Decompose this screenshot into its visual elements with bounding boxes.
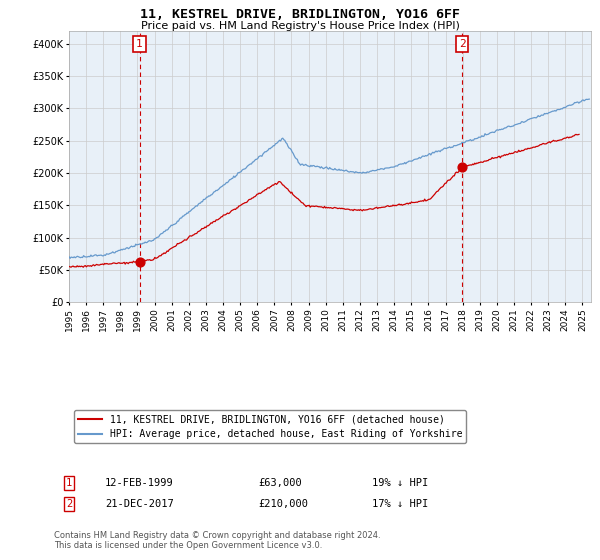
Text: 2: 2 bbox=[66, 499, 72, 509]
Title: 11, KESTREL DRIVE, BRIDLINGTON, YO16 6FF
Price paid vs. HM Land Registry's House: 11, KESTREL DRIVE, BRIDLINGTON, YO16 6FF… bbox=[0, 559, 1, 560]
Point bbox=[457, 162, 467, 171]
Text: 11, KESTREL DRIVE, BRIDLINGTON, YO16 6FF: 11, KESTREL DRIVE, BRIDLINGTON, YO16 6FF bbox=[140, 8, 460, 21]
Text: £210,000: £210,000 bbox=[258, 499, 308, 509]
Point bbox=[135, 257, 145, 266]
Text: 19% ↓ HPI: 19% ↓ HPI bbox=[372, 478, 428, 488]
Text: 17% ↓ HPI: 17% ↓ HPI bbox=[372, 499, 428, 509]
Text: 2: 2 bbox=[459, 39, 466, 49]
Text: £63,000: £63,000 bbox=[258, 478, 302, 488]
Text: 1: 1 bbox=[66, 478, 72, 488]
Text: 21-DEC-2017: 21-DEC-2017 bbox=[105, 499, 174, 509]
Text: Contains HM Land Registry data © Crown copyright and database right 2024.
This d: Contains HM Land Registry data © Crown c… bbox=[54, 530, 380, 550]
Legend: 11, KESTREL DRIVE, BRIDLINGTON, YO16 6FF (detached house), HPI: Average price, d: 11, KESTREL DRIVE, BRIDLINGTON, YO16 6FF… bbox=[74, 410, 466, 443]
Text: Price paid vs. HM Land Registry's House Price Index (HPI): Price paid vs. HM Land Registry's House … bbox=[140, 21, 460, 31]
Text: 12-FEB-1999: 12-FEB-1999 bbox=[105, 478, 174, 488]
Text: 1: 1 bbox=[136, 39, 143, 49]
